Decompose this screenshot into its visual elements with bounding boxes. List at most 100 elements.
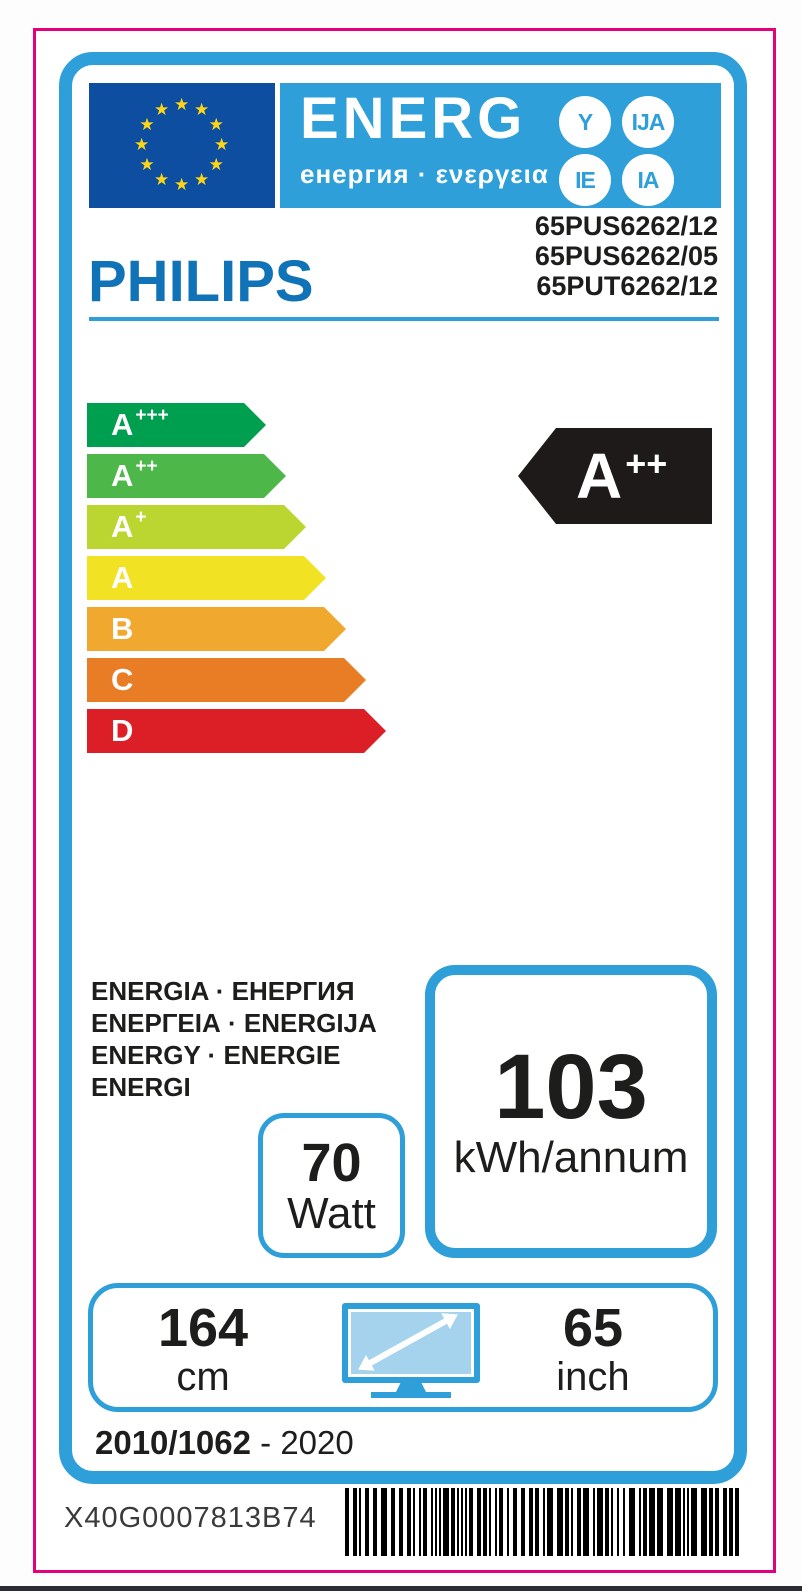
eu-star-icon: ★ — [174, 175, 190, 194]
barcode-bar — [461, 1488, 463, 1556]
barcode-bar — [723, 1488, 727, 1556]
barcode-icon — [345, 1488, 745, 1556]
barcode-bar — [729, 1488, 733, 1556]
barcode-bar — [657, 1488, 663, 1556]
barcode-bar — [577, 1488, 581, 1556]
energy-word-line: ΕΝΕΡΓΕΙΑ · ENERGIJA — [91, 1008, 377, 1038]
barcode-bar — [643, 1488, 647, 1556]
class-plus-signs: +++ — [135, 405, 169, 426]
screen-size-box: 164 cm 65 inch — [88, 1283, 718, 1412]
barcode-label: X40G0007813B74 — [64, 1502, 317, 1534]
barcode-bar — [495, 1488, 497, 1556]
model-number: 65PUT6262/12 — [536, 271, 718, 301]
regulation-year: - 2020 — [251, 1424, 354, 1461]
class-grade-letter: D — [111, 713, 134, 748]
barcode-bar — [735, 1488, 739, 1556]
energy-class-bar-b: B — [87, 607, 346, 651]
eu-flag-icon: ★ ★ ★ ★ ★ ★ ★ ★ ★ ★ ★ ★ — [89, 83, 275, 208]
barcode-bar — [423, 1488, 427, 1556]
barcode-bar — [535, 1488, 539, 1556]
class-grade-letter: C — [111, 662, 134, 697]
rating-grade: A — [576, 440, 623, 512]
class-plus-signs: + — [135, 507, 147, 528]
eu-star-icon: ★ — [154, 100, 170, 120]
tv-diagonal-icon — [342, 1303, 480, 1399]
consumption-box: 103 kWh/annum — [425, 965, 717, 1258]
energy-word-line: ENERGIA · ЕНЕРГИЯ — [91, 976, 355, 1006]
barcode-bar — [469, 1488, 473, 1556]
energ-language-badge: Y — [559, 96, 611, 148]
barcode-bar — [623, 1488, 625, 1556]
barcode-bar — [381, 1488, 387, 1556]
eu-star-icon: ★ — [214, 135, 230, 154]
size-cm-value: 164 — [157, 1298, 249, 1358]
barcode-bar — [593, 1488, 595, 1556]
barcode-bar — [435, 1488, 437, 1556]
model-number: 65PUS6262/05 — [534, 241, 718, 271]
energy-words: ENERGIA · ЕНЕРГИЯ ΕΝΕΡΓΕΙΑ · ENERGIJA ENER… — [91, 975, 377, 1103]
class-grade-letter: B — [111, 611, 134, 646]
barcode-bar — [373, 1488, 377, 1556]
power-unit: Watt — [287, 1188, 376, 1238]
energ-language-badge: IJA — [622, 96, 674, 148]
barcode-bar — [605, 1488, 609, 1556]
barcode-bar — [499, 1488, 503, 1556]
barcode-bar — [529, 1488, 533, 1556]
energ-language-badge: IE — [559, 154, 611, 206]
philips-logo: PHILIPS — [88, 249, 314, 314]
eu-star-icon: ★ — [174, 95, 190, 114]
barcode-bar — [359, 1488, 361, 1556]
energy-class-bar-a+++: A +++ — [87, 403, 266, 447]
barcode-bar — [477, 1488, 481, 1556]
consumption-unit: kWh/annum — [453, 1132, 689, 1182]
consumption-value: 103 — [494, 1035, 648, 1138]
barcode-bar — [565, 1488, 569, 1556]
barcode-bar — [353, 1488, 357, 1556]
barcode-bar — [617, 1488, 619, 1556]
eu-star-icon: ★ — [139, 115, 155, 134]
barcode-bar — [407, 1488, 411, 1556]
barcode-bar — [547, 1488, 553, 1556]
class-grade-letter: A — [111, 458, 134, 493]
barcode-bar — [507, 1488, 509, 1556]
class-grade-letter: A — [111, 407, 134, 442]
energ-title: ENERG — [300, 86, 527, 151]
barcode-bar — [451, 1488, 455, 1556]
barcode-bar — [483, 1488, 487, 1556]
eu-star-icon: ★ — [194, 100, 210, 120]
power-box: 70 Watt — [258, 1113, 405, 1258]
eu-star-icon: ★ — [194, 169, 210, 189]
energy-class-bar-d: D — [87, 709, 386, 753]
barcode-bar — [543, 1488, 545, 1556]
barcode-bar — [715, 1488, 719, 1556]
barcode-bar — [513, 1488, 517, 1556]
eu-star-icon: ★ — [208, 155, 224, 174]
energy-class-bar-a: A — [87, 556, 326, 600]
barcode-bar — [521, 1488, 525, 1556]
energy-class-bar-a+: A + — [87, 505, 306, 549]
energy-class-bar-c: C — [87, 658, 366, 702]
barcode-bar — [701, 1488, 707, 1556]
barcode-bar — [457, 1488, 459, 1556]
energy-label-frame — [59, 52, 747, 1484]
barcode-bar — [345, 1488, 349, 1556]
barcode-bar — [683, 1488, 685, 1556]
size-cm: 164 cm — [103, 1300, 303, 1398]
barcode-bar — [639, 1488, 641, 1556]
power-value: 70 — [301, 1132, 362, 1193]
barcode-bar — [687, 1488, 689, 1556]
eu-star-icon: ★ — [208, 115, 224, 134]
size-inch-unit: inch — [556, 1355, 630, 1399]
barcode-bar — [365, 1488, 369, 1556]
class-plus-signs: ++ — [135, 456, 158, 477]
barcode-bar — [597, 1488, 603, 1556]
barcode-bar — [709, 1488, 713, 1556]
energ-language-badge: IA — [622, 154, 674, 206]
tv-frame — [342, 1303, 480, 1383]
barcode-bar — [399, 1488, 403, 1556]
eu-star-icon: ★ — [154, 169, 170, 189]
barcode-bar — [431, 1488, 433, 1556]
tv-stand-base — [371, 1392, 451, 1398]
regulation-number: 2010/1062 — [95, 1424, 251, 1461]
